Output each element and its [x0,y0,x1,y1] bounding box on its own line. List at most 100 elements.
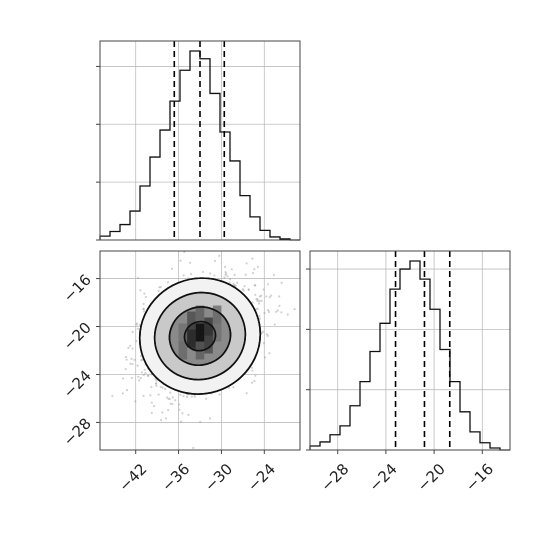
density-point [226,275,229,278]
density-point [253,268,256,271]
density-point [133,358,136,361]
density-point [251,257,254,260]
density-point [129,362,132,365]
density-point [182,395,185,398]
density-point [155,382,158,385]
contour-line-2-sigma [138,277,262,395]
density-point [254,284,257,287]
density-point [118,457,120,459]
density-point [130,376,133,380]
hist-right-xtick-label-0: −28 [317,460,352,495]
density-point [124,368,127,371]
hist-right-xtick-label-2: −20 [414,460,449,495]
density-point [142,373,145,377]
density-point [280,281,283,284]
density-point [266,283,270,286]
density-point [154,382,158,385]
density-point [218,254,221,257]
density-point [150,385,153,389]
density-point [236,281,239,284]
density-point [258,314,261,317]
density-point [254,374,257,377]
density-point [192,446,195,450]
density-xtick-label-1: −36 [158,460,193,495]
density-point [157,393,160,396]
density-point [278,304,281,308]
density-point [121,377,125,380]
density-point [179,259,182,262]
density-point [255,308,258,311]
density-point [164,417,168,420]
density-point [136,327,139,330]
density-cell [212,305,222,324]
density-point [251,301,254,304]
density-xtick-label-2: −30 [201,460,236,495]
density-point [265,333,269,336]
density-point [208,417,212,420]
density-point [260,294,263,297]
density-point [125,355,128,359]
density-point [142,302,145,305]
density-point [136,364,139,367]
density-point [138,379,141,382]
density-point [140,358,143,362]
density-point [169,391,172,394]
density-point [251,369,254,372]
density-point [263,356,267,359]
density-point [256,307,259,310]
density-point [129,344,132,348]
hist-right-frame [309,250,511,451]
density-point [272,273,275,277]
density-point [141,358,144,361]
density-point [260,299,263,302]
density-point [178,408,181,411]
density-point [131,362,134,366]
density-point [159,285,162,289]
density-point [166,281,170,284]
density-point [276,309,279,312]
density-point [134,400,137,403]
density-point [253,380,256,383]
density-point [170,267,174,270]
density-point [234,284,237,287]
density-point [245,262,248,265]
density-point [139,355,143,358]
density-point [233,273,236,276]
density-ytick-label-3: −28 [60,415,95,450]
density-point [188,261,192,264]
density-point [256,298,259,301]
density-point [135,339,138,343]
contour-line-1-sigma [168,306,232,366]
density-point [167,397,170,400]
density-point [174,399,177,402]
density-point [130,357,133,360]
density-point [263,311,266,315]
density-point [150,411,153,415]
density-point [293,308,296,311]
density-point [161,411,164,414]
density-point [171,402,174,406]
density-point [254,293,257,296]
density-point [262,288,265,291]
density-cell [187,329,196,348]
density-point [262,330,265,333]
density-point [266,309,270,312]
density-cell [178,323,188,342]
density-point [232,282,235,286]
density-ytick-label-0: −16 [60,271,95,306]
density-point [224,272,228,275]
density-point [165,396,169,399]
density-point [245,392,248,395]
density-cell [195,305,205,324]
density-point [230,268,233,271]
density-xtick-label-0: −42 [115,460,150,495]
density-cell [212,323,222,342]
density-point [224,271,227,274]
density-point [268,352,271,355]
density-point [251,381,254,384]
density-point [187,413,190,416]
density-point [193,395,196,398]
density-point [161,386,164,389]
density-point [258,295,261,298]
